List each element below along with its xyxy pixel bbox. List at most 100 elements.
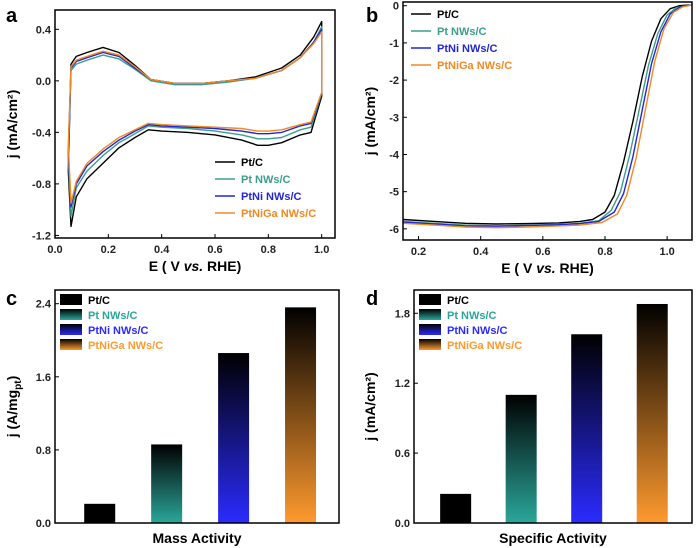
legend-swatch bbox=[419, 339, 441, 350]
plot-frame bbox=[54, 9, 336, 239]
x-axis-label: Specific Activity bbox=[499, 530, 607, 546]
legend-entry: PtNiGa NWs/C bbox=[88, 340, 163, 352]
panel-label: a bbox=[6, 5, 18, 27]
y-tick-label: -3 bbox=[389, 112, 399, 124]
x-axis-label-part: RHE) bbox=[203, 258, 241, 274]
series-line bbox=[402, 4, 693, 229]
legend-entry: Pt/C bbox=[447, 295, 469, 307]
x-tick-label: 0.4 bbox=[154, 244, 170, 256]
legend: Pt/C Pt NWs/C PtNi NWs/C PtNiGa NWs/C bbox=[419, 294, 522, 352]
legend-entry: Pt NWs/C bbox=[241, 174, 291, 186]
legend-entry: PtNi NWs/C bbox=[437, 43, 498, 55]
y-tick-label: 1.6 bbox=[36, 372, 51, 384]
legend-swatch bbox=[60, 294, 82, 305]
y-tick-label: -5 bbox=[389, 187, 399, 199]
bar bbox=[571, 334, 603, 523]
x-axis-label-part: vs. bbox=[184, 258, 203, 274]
x-tick-label: 0.8 bbox=[261, 244, 276, 256]
bar bbox=[285, 307, 317, 523]
y-axis-label-sub: pt bbox=[13, 380, 24, 390]
legend-entry: Pt/C bbox=[88, 295, 110, 307]
legend-swatch bbox=[419, 294, 441, 305]
legend-entry: PtNiGa NWs/C bbox=[447, 340, 522, 352]
y-tick-label: 0.8 bbox=[36, 445, 51, 457]
x-axis-label: E ( V vs. RHE) bbox=[149, 258, 242, 274]
x-tick-label: 0.0 bbox=[47, 244, 62, 256]
y-tick-label: 0.4 bbox=[36, 24, 52, 36]
legend-entry: Pt/C bbox=[241, 157, 263, 169]
bar bbox=[440, 493, 472, 523]
y-tick-label: 0.0 bbox=[36, 518, 51, 530]
panel-label: d bbox=[366, 288, 378, 310]
bar bbox=[218, 353, 250, 523]
y-tick-label: -0.8 bbox=[32, 179, 51, 191]
y-axis-label-end: ) bbox=[4, 376, 20, 381]
x-tick-label: 0.8 bbox=[597, 246, 612, 258]
panel-a: a 0.0 0.2 0.4 0.6 0.8 1.0 -1.2 -0.8 -0.4 0.0 0.4 E (… bbox=[4, 5, 336, 274]
x-axis-label: Mass Activity bbox=[153, 530, 242, 546]
legend: Pt/C Pt NWs/C PtNi NWs/C PtNiGa NWs/C bbox=[60, 294, 163, 352]
series-line bbox=[402, 4, 693, 227]
series-line bbox=[67, 26, 323, 217]
y-tick-label: -2 bbox=[389, 75, 399, 87]
x-tick-label: 0.4 bbox=[473, 246, 489, 258]
x-tick-label: 0.6 bbox=[535, 246, 550, 258]
y-tick-label: -1.2 bbox=[32, 230, 51, 242]
x-axis-label-part: E ( V bbox=[149, 258, 184, 274]
x-axis-label-part: vs. bbox=[536, 260, 555, 276]
legend-entry: PtNiGa NWs/C bbox=[241, 208, 316, 220]
y-tick-label: 0.6 bbox=[395, 448, 410, 460]
legend-entry: PtNi NWs/C bbox=[447, 325, 508, 337]
y-tick-label: -4 bbox=[389, 149, 400, 161]
legend-swatch bbox=[60, 339, 82, 350]
bar bbox=[151, 444, 183, 523]
y-tick-label: 1.2 bbox=[395, 378, 410, 390]
x-axis-label: E ( V vs. RHE) bbox=[501, 260, 594, 276]
legend-entry: Pt NWs/C bbox=[437, 26, 487, 38]
x-tick-label: 0.6 bbox=[207, 244, 222, 256]
y-tick-label: 1.8 bbox=[395, 308, 410, 320]
legend-entry: PtNiGa NWs/C bbox=[437, 60, 512, 72]
legend: Pt/C Pt NWs/C PtNi NWs/C PtNiGa NWs/C bbox=[411, 9, 512, 72]
legend-swatch bbox=[419, 309, 441, 320]
legend-entry: Pt NWs/C bbox=[88, 310, 138, 322]
bar bbox=[84, 503, 116, 523]
y-axis-label: j (mA/cm²) bbox=[362, 372, 378, 441]
y-tick-label: 2.4 bbox=[36, 299, 52, 311]
x-tick-label: 0.2 bbox=[101, 244, 116, 256]
x-tick-label: 0.2 bbox=[411, 246, 426, 258]
x-tick-label: 1.0 bbox=[314, 244, 329, 256]
plot-frame bbox=[402, 1, 693, 241]
series-line bbox=[402, 4, 689, 225]
legend-entry: PtNi NWs/C bbox=[241, 191, 302, 203]
plot-frame bbox=[54, 289, 340, 524]
legend-entry: Pt NWs/C bbox=[447, 310, 497, 322]
y-tick-label: -0.4 bbox=[32, 127, 52, 139]
y-axis-label-text: j (mA/cm²) bbox=[4, 90, 20, 159]
legend-entry: Pt/C bbox=[437, 9, 459, 21]
y-axis-label-text: j (mA/cm²) bbox=[362, 87, 378, 156]
x-axis-label-part: E ( V bbox=[501, 260, 536, 276]
y-axis-label: j (A/mgpt) bbox=[4, 376, 24, 439]
series-line bbox=[67, 20, 323, 228]
legend-swatch bbox=[60, 324, 82, 335]
y-tick-label: -6 bbox=[389, 224, 399, 236]
legend-swatch bbox=[419, 324, 441, 335]
y-tick-label: 0 bbox=[393, 1, 399, 13]
legend-swatch bbox=[60, 309, 82, 320]
x-axis-label-part: RHE) bbox=[556, 260, 594, 276]
series-line bbox=[402, 4, 693, 227]
bar bbox=[505, 394, 537, 523]
plot-frame bbox=[413, 289, 693, 524]
y-axis-label: j (mA/cm²) bbox=[362, 87, 378, 156]
panel-label: b bbox=[366, 5, 378, 27]
panel-c: c 0.0 0.8 1.6 2.4 Mass Activity Pt/C Pt NWs/C Pt… bbox=[4, 288, 340, 546]
y-axis-label: j (mA/cm²) bbox=[4, 90, 20, 159]
y-axis-label-text: j (A/mg bbox=[4, 390, 20, 438]
y-tick-label: 0.0 bbox=[36, 76, 51, 88]
panel-label: c bbox=[6, 288, 17, 310]
panel-b: b 0.2 0.4 0.6 0.8 1.0 -6 -5 -4 -3 -2 -1 0 E ( V vs. R… bbox=[362, 1, 693, 276]
bar bbox=[636, 303, 668, 523]
series-line bbox=[67, 31, 323, 204]
